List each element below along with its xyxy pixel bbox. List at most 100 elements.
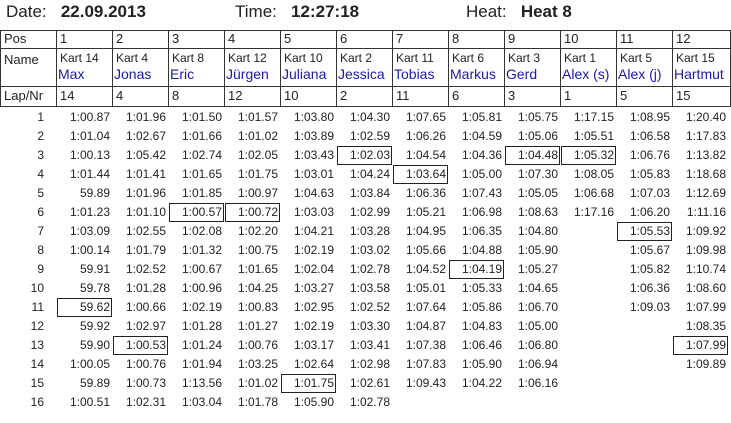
lap-number: 11 [31,300,44,314]
lap-time: 1:01.75 [237,167,278,181]
lap-time: 1:06.46 [461,338,502,352]
lap-time: 1:03.25 [237,357,278,371]
lap-time: 1:04.63 [293,186,334,200]
position: 10 [564,31,579,46]
lap-time: 1:07.38 [405,338,446,352]
lap-time: 1:07.43 [461,186,502,200]
lap-number: 12 [30,319,44,333]
lap-time: 1:07.65 [405,110,446,124]
lap-time: 1:01.85 [181,186,222,200]
lap-time: 1:01.27 [237,319,278,333]
lap-time: 1:02.19 [293,319,334,333]
lap-time: 1:04.21 [293,224,334,238]
lap-number: 1 [37,110,44,124]
lap-time: 59.89 [79,186,110,200]
lap-time: 1:05.32 [573,148,614,162]
position: 11 [620,31,634,46]
lap-time: 1:04.59 [461,129,502,143]
lap-time: 1:01.65 [237,262,278,276]
col-rule [280,30,281,107]
lap-time: 1:03.03 [293,205,334,219]
lap-time: 1:03.80 [293,110,334,124]
lap-time: 1:06.98 [461,205,502,219]
date-label: Date: [6,2,47,21]
lap-time: 1:05.53 [629,224,670,238]
lap-time: 1:00.05 [69,357,110,371]
lap-time: 1:01.79 [125,243,166,257]
lap-time: 1:04.80 [517,224,558,238]
lap-number: 13 [30,338,44,352]
lap-time: 1:00.14 [69,243,110,257]
driver: Gerd [506,66,538,82]
lap-number: 15 [30,376,44,390]
best-lap-box [561,146,616,165]
lap-time: 1:05.90 [461,357,502,371]
lap-time: 1:01.23 [69,205,110,219]
best-lap-box [337,146,392,165]
lap-number: 14 [30,357,44,371]
lap-time: 1:02.78 [349,395,390,409]
col-rule [336,30,337,107]
driver: Jonas [114,66,152,82]
col-rule [112,30,113,107]
lap-time: 1:08.63 [517,205,558,219]
lap-time: 1:03.02 [349,243,390,257]
lap-time: 1:05.82 [629,262,670,276]
lap-time: 1:01.04 [69,129,110,143]
lap-time: 1:01.78 [237,395,278,409]
lap-number: 5 [37,186,44,200]
lap-time: 1:04.65 [517,281,558,295]
lap-time: 1:02.08 [181,224,222,238]
lap-time: 1:05.00 [461,167,502,181]
kart: Kart 4 [116,51,149,65]
kart: Kart 2 [340,51,373,65]
lap-time: 1:04.19 [461,262,502,276]
lap-time: 1:03.28 [349,224,390,238]
lap-time: 1:03.01 [293,167,334,181]
lap-time: 1:04.54 [405,148,446,162]
lap-nr: 14 [60,88,75,103]
col-rule [392,30,393,107]
lap-number: 7 [37,224,44,238]
rule [0,30,731,31]
position: 5 [284,31,292,46]
lap-time: 1:01.02 [237,376,278,390]
lap-time: 1:03.43 [293,148,334,162]
lap-time: 1:02.03 [349,148,390,162]
col-rule [616,30,617,107]
col-rule [672,30,673,107]
position: 2 [116,31,124,46]
lap-time: 1:07.30 [517,167,558,181]
best-lap-box [673,336,728,355]
lap-number: 4 [37,167,44,181]
kart: Kart 5 [620,51,653,65]
driver: Alex (s) [562,66,610,82]
position: 12 [676,31,691,46]
lap-time: 1:02.19 [293,243,334,257]
lap-time: 1:02.52 [349,300,390,314]
lap-time: 1:02.61 [349,376,390,390]
lap-time: 1:18.68 [685,167,726,181]
lap-time: 1:02.20 [237,224,278,238]
lap-time: 1:05.05 [517,186,558,200]
lap-time: 1:02.67 [125,129,166,143]
lap-time: 1:01.44 [69,167,110,181]
lap-time: 59.78 [79,281,110,295]
lap-time: 1:01.94 [181,357,222,371]
row-label: Pos [4,31,27,46]
best-lap-box [57,298,112,317]
lap-nr: 15 [676,88,691,103]
lap-time: 1:02.97 [125,319,166,333]
lap-time: 1:00.72 [237,205,278,219]
lap-time: 1:02.98 [349,357,390,371]
position: 8 [452,31,460,46]
position: 6 [340,31,348,46]
lap-time: 1:00.97 [237,186,278,200]
kart: Kart 14 [60,51,99,65]
lap-time: 1:11.16 [686,205,726,219]
lap-time: 1:02.78 [349,262,390,276]
kart: Kart 1 [564,51,597,65]
lap-time: 1:05.81 [461,110,502,124]
col-rule [168,30,169,107]
col-rule [448,30,449,107]
